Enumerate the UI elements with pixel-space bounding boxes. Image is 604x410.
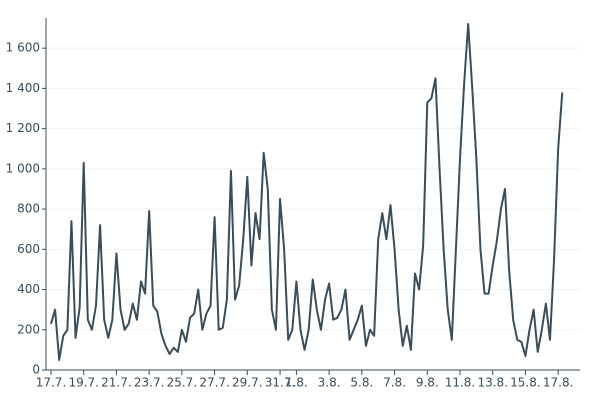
x-tick-label: 31.7. xyxy=(265,376,296,390)
x-tick-label: 29.7. xyxy=(232,376,263,390)
y-tick-label: 1 600 xyxy=(6,41,40,55)
x-tick-label: 23.7. xyxy=(134,376,165,390)
y-tick-label: 400 xyxy=(17,282,40,296)
x-tick-label: 25.7. xyxy=(167,376,198,390)
y-tick-label: 1 000 xyxy=(6,161,40,175)
y-tick-label: 800 xyxy=(17,202,40,216)
x-tick-label: 15.8. xyxy=(510,376,541,390)
y-tick-label: 600 xyxy=(17,242,40,256)
y-tick-label: 0 xyxy=(32,363,40,377)
x-tick-label: 11.8. xyxy=(445,376,476,390)
x-tick-label: 1.8. xyxy=(285,376,308,390)
x-tick-label: 27.7. xyxy=(199,376,230,390)
x-tick-label: 13.8. xyxy=(477,376,508,390)
x-tick-label: 21.7. xyxy=(101,376,132,390)
x-tick-label: 5.8. xyxy=(350,376,373,390)
x-tick-label: 7.8. xyxy=(383,376,406,390)
line xyxy=(50,23,564,361)
y-tick-label: 1 400 xyxy=(6,81,40,95)
x-tick-label: 19.7. xyxy=(68,376,99,390)
x-tick-label: 3.8. xyxy=(318,376,341,390)
y-tick-label: 200 xyxy=(17,322,40,336)
x-tick-label: 9.8. xyxy=(416,376,439,390)
x-tick-label: 17.7. xyxy=(36,376,67,390)
y-tick-label: 1 200 xyxy=(6,121,40,135)
x-tick-label: 17.8. xyxy=(543,376,574,390)
